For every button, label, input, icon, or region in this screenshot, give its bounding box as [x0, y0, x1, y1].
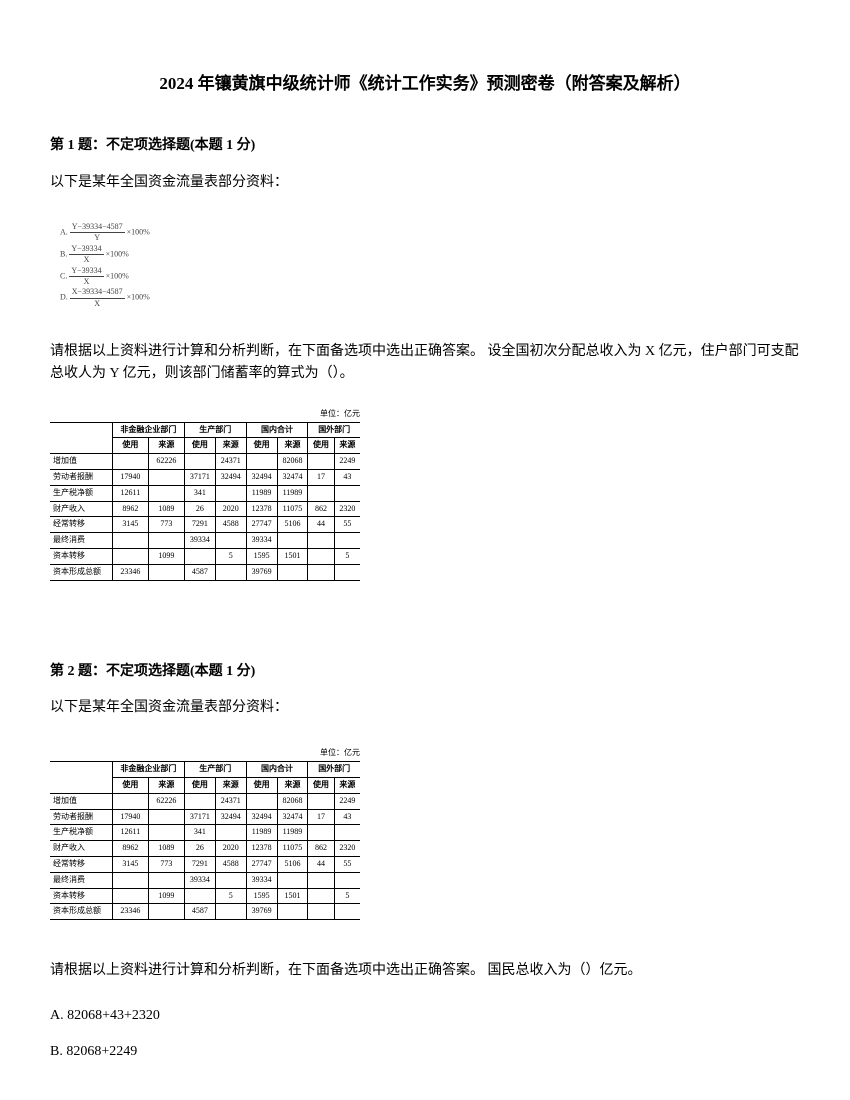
- q2-table: 单位：亿元 非金融企业部门生产部门国内合计国外部门使用来源使用来源使用来源使用来…: [50, 747, 800, 920]
- q2-heading: 第 2 题：不定项选择题(本题 1 分): [50, 661, 800, 683]
- table-unit: 单位：亿元: [50, 747, 360, 760]
- q2-option-b: B. 82068+2249: [50, 1041, 800, 1063]
- q1-table: 单位：亿元 非金融企业部门生产部门国内合计国外部门使用来源使用来源使用来源使用来…: [50, 408, 800, 581]
- page-title: 2024 年镶黄旗中级统计师《统计工作实务》预测密卷（附答案及解析）: [50, 70, 800, 97]
- q2-intro: 以下是某年全国资金流量表部分资料：: [50, 697, 800, 719]
- q1-intro: 以下是某年全国资金流量表部分资料：: [50, 172, 800, 194]
- q1-body: 请根据以上资料进行计算和分析判断，在下面备选项中选出正确答案。 设全国初次分配总…: [50, 341, 800, 386]
- q2-option-a: A. 82068+43+2320: [50, 1005, 800, 1027]
- q2-body: 请根据以上资料进行计算和分析判断，在下面备选项中选出正确答案。 国民总收入为（）…: [50, 960, 800, 982]
- q2-options: A. 82068+43+2320 B. 82068+2249: [50, 1005, 800, 1064]
- table-unit: 单位：亿元: [50, 408, 360, 421]
- q1-formula-block: A. Y−39334−4587Y ×100% B. Y−39334X ×100%…: [60, 222, 800, 309]
- q1-heading: 第 1 题：不定项选择题(本题 1 分): [50, 135, 800, 157]
